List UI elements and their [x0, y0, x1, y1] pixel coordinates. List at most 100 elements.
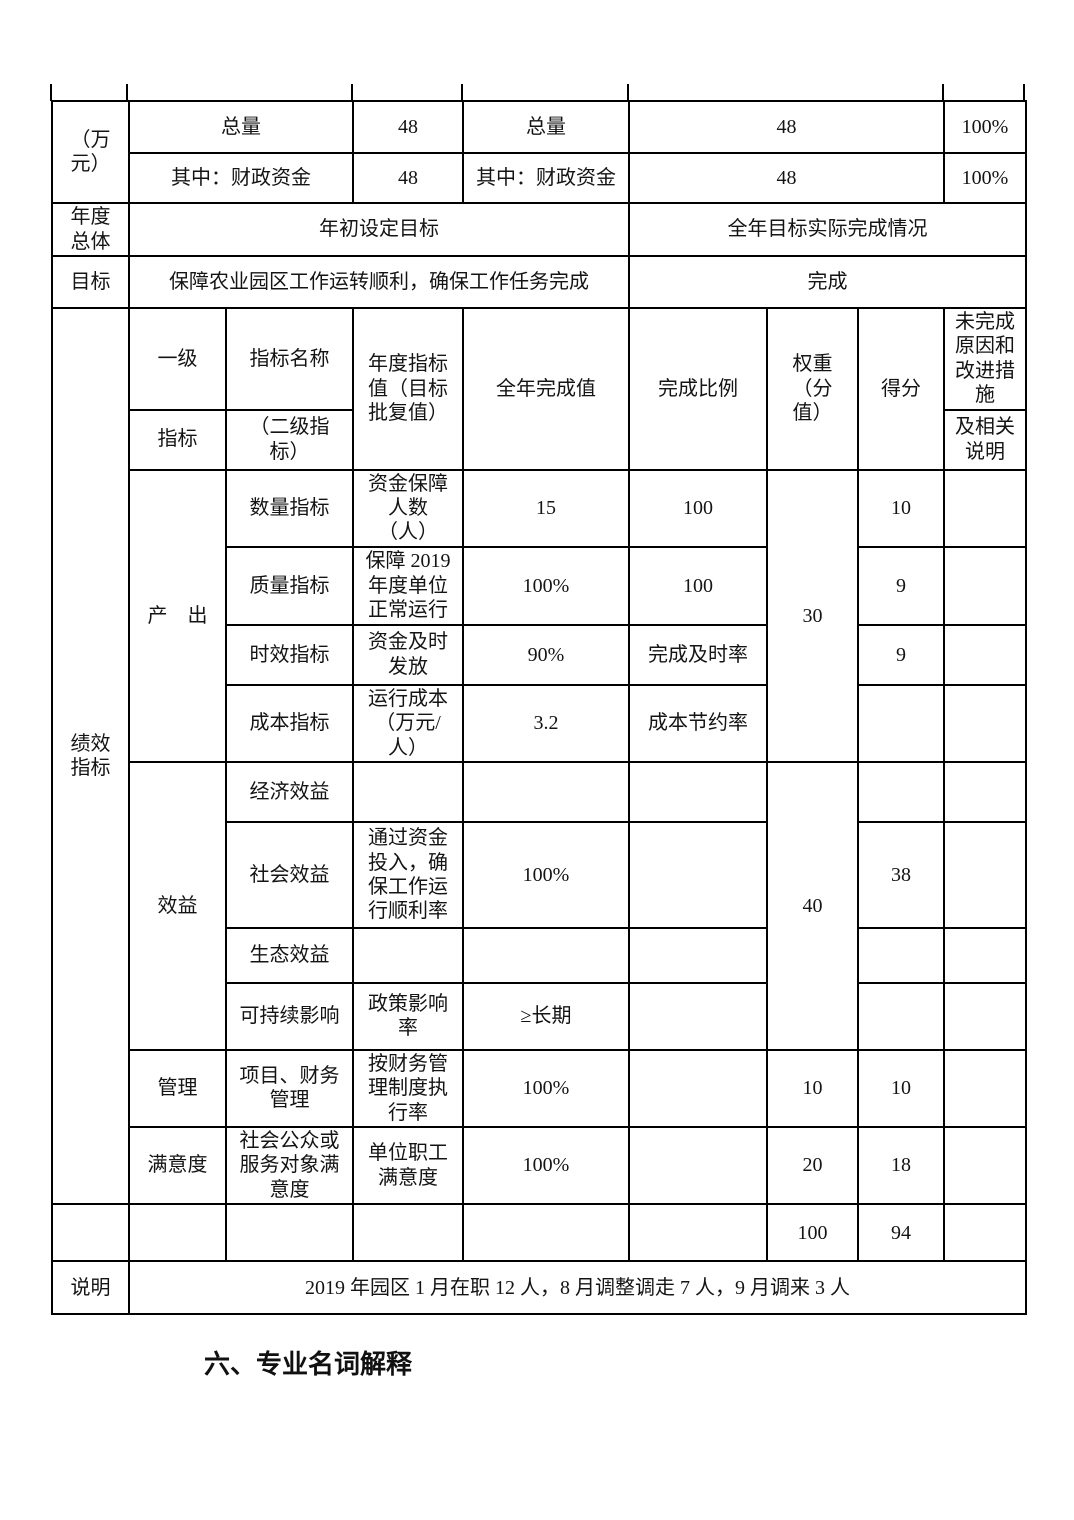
indicator-completed: 15	[462, 468, 630, 548]
funding-fiscal-rate: 100%	[943, 152, 1028, 204]
indicator-ratio-empty	[628, 981, 768, 1051]
indicator-name: 经济效益	[225, 760, 354, 823]
indicator-ratio-empty	[628, 760, 768, 823]
funding-row-fiscal: 其中：财政资金 48 其中：财政资金 48 100%	[52, 152, 1028, 204]
total-empty-cell	[943, 1203, 1028, 1263]
total-empty-cell	[51, 1203, 130, 1263]
table-continuation-line	[351, 84, 353, 101]
indicator-target: 政策影响 率	[352, 981, 464, 1051]
indicator-score-empty	[856, 981, 946, 1051]
indicator-row-timeliness: 时效指标 资金及时 发放 90% 完成及时率 9	[52, 623, 1028, 686]
indicator-name: 成本指标	[225, 683, 354, 763]
indicator-remark-empty	[943, 926, 1028, 984]
indicator-ratio: 成本节约率	[628, 683, 768, 763]
satisfaction-weight: 20	[766, 1126, 859, 1206]
total-weight: 100	[766, 1203, 859, 1263]
management-label: 管理	[128, 1048, 227, 1129]
indicator-completed: 100%	[462, 1126, 630, 1206]
performance-evaluation-table: （万 元） 总量 48 总量 48 100% 其中：财政资金 48 其中：财政资…	[51, 100, 1028, 1316]
funding-total-label-actual: 总量	[462, 100, 630, 154]
indicator-row-sustainability: 可持续影响 政策影响 率 ≥长期	[52, 981, 1028, 1051]
indicator-score: 10	[856, 1048, 946, 1129]
header-remark-top: 未完成 原因和 改进措 施	[943, 307, 1028, 411]
indicator-ratio: 完成及时率	[628, 623, 768, 686]
header-name-bottom: （二级指 标）	[225, 408, 354, 471]
indicator-row-management: 管理 项目、财务 管理 按财务管 理制度执 行率 100% 10 10	[52, 1048, 1028, 1129]
indicator-remark-empty	[943, 981, 1028, 1051]
indicator-name: 时效指标	[225, 623, 354, 686]
indicator-name: 社会效益	[225, 820, 354, 929]
indicator-completed: 100%	[462, 545, 630, 626]
indicator-row-social: 社会效益 通过资金 投入，确 保工作运 行顺利率 100% 38	[52, 820, 1028, 929]
indicator-score: 18	[856, 1126, 946, 1206]
header-completion-ratio: 完成比例	[628, 307, 768, 471]
output-group-label: 产 出	[128, 468, 227, 763]
table-continuation-line	[942, 84, 944, 101]
section-heading: 六、专业名词解释	[204, 1350, 413, 1379]
indicator-header-row-top: 绩效 指标 一级 指标名称 年度指标 值（目标 批复值） 全年完成值 完成比例 …	[51, 306, 1028, 1206]
annual-goal-actual-text: 完成	[627, 255, 1028, 309]
indicator-total-row: 100 94	[51, 1203, 1028, 1263]
indicator-remark-empty	[943, 1126, 1028, 1206]
indicator-name: 可持续影响	[225, 981, 354, 1051]
total-score: 94	[856, 1203, 946, 1263]
indicator-score: 9	[856, 623, 946, 686]
indicator-target-empty	[352, 760, 464, 823]
note-text: 2019 年园区 1 月在职 12 人，8 月调整调走 7 人，9 月调来 3 …	[127, 1260, 1028, 1316]
note-row: 说明 2019 年园区 1 月在职 12 人，8 月调整调走 7 人，9 月调来…	[51, 1260, 1028, 1316]
header-level1-top: 一级	[128, 307, 227, 411]
indicator-row-cost: 成本指标 运行成本 （万元/ 人） 3.2 成本节约率	[52, 683, 1028, 763]
funding-fiscal-actual-value: 48	[627, 152, 946, 204]
header-score: 得分	[856, 307, 946, 471]
management-weight: 10	[766, 1048, 859, 1129]
indicator-ratio: 100	[628, 545, 768, 626]
funding-fiscal-label-actual: 其中：财政资金	[462, 152, 630, 204]
indicator-ratio-empty	[628, 1126, 768, 1206]
annual-goal-actual-title: 全年目标实际完成情况	[627, 202, 1028, 257]
satisfaction-label: 满意度	[128, 1126, 227, 1206]
total-empty-cell	[352, 1203, 464, 1263]
indicator-completed: ≥长期	[462, 981, 630, 1051]
indicator-completed: 90%	[462, 623, 630, 686]
funding-total-rate: 100%	[943, 100, 1028, 154]
header-weight: 权重 （分 值）	[766, 307, 859, 471]
indicator-row-economic: 效益 经济效益 40	[52, 760, 1028, 1051]
header-level1-bottom: 指标	[128, 408, 227, 471]
indicator-score-empty	[856, 760, 946, 823]
funding-total-budget-value: 48	[352, 100, 464, 154]
annual-goal-planned-text: 保障农业园区工作运转顺利，确保工作任务完成	[128, 255, 630, 309]
benefit-group-weight: 40	[766, 760, 859, 1051]
indicator-header-row-bottom: 指标 （二级指 标） 及相关 说明	[52, 408, 1028, 471]
indicator-row-ecological: 生态效益	[52, 926, 1028, 984]
indicator-name: 数量指标	[225, 468, 354, 548]
indicator-target-empty	[352, 926, 464, 984]
indicator-score-empty	[856, 926, 946, 984]
annual-goal-row-header-top: 年度 总体	[51, 202, 130, 257]
funding-row-total: （万 元） 总量 48 总量 48 100%	[51, 100, 1028, 204]
indicator-score: 38	[856, 820, 946, 929]
funding-total-label-budget: 总量	[128, 100, 354, 154]
header-remark-bottom: 及相关 说明	[943, 408, 1028, 471]
annual-goal-header-row: 年度 总体 年初设定目标 全年目标实际完成情况	[51, 202, 1028, 257]
total-empty-cell	[225, 1203, 354, 1263]
header-annual-target: 年度指标 值（目标 批复值）	[352, 307, 464, 471]
total-empty-cell	[628, 1203, 768, 1263]
indicator-name: 质量指标	[225, 545, 354, 626]
indicator-target: 单位职工 满意度	[352, 1126, 464, 1206]
table-continuation-line	[461, 84, 463, 101]
indicator-completed-empty	[462, 760, 630, 823]
indicator-target: 按财务管 理制度执 行率	[352, 1048, 464, 1129]
indicator-target: 运行成本 （万元/ 人）	[352, 683, 464, 763]
benefit-group-label: 效益	[128, 760, 227, 1051]
table-continuation-line	[627, 84, 629, 101]
indicator-remark-empty	[943, 820, 1028, 929]
indicator-name: 项目、财务 管理	[225, 1048, 354, 1129]
indicator-score: 10	[856, 468, 946, 548]
header-name-top: 指标名称	[225, 307, 354, 411]
indicator-completed-empty	[462, 926, 630, 984]
annual-goal-content-row: 目标 保障农业园区工作运转顺利，确保工作任务完成 完成	[51, 255, 1028, 309]
indicator-target: 保障 2019 年度单位 正常运行	[352, 545, 464, 626]
total-empty-cell	[462, 1203, 630, 1263]
indicator-target: 资金及时 发放	[352, 623, 464, 686]
